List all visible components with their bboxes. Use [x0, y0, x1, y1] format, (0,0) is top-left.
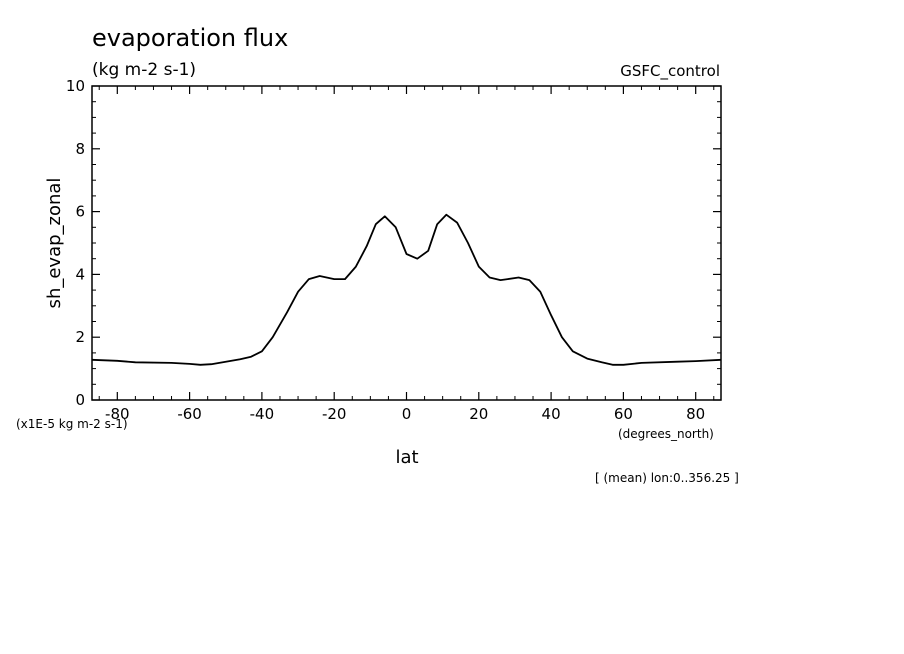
dataset-label: GSFC_control [620, 62, 720, 81]
y-tick-label: 6 [75, 203, 85, 221]
y-tick-label: 8 [75, 140, 85, 158]
chart-units: (kg m-2 s-1) [92, 60, 196, 80]
y-tick-label: 2 [75, 328, 85, 346]
x-tick-label: 20 [469, 405, 488, 423]
x-tick-label: 40 [542, 405, 561, 423]
chart-title: evaporation flux [92, 24, 288, 52]
x-tick-label: -80 [105, 405, 130, 423]
plot-frame [91, 85, 722, 401]
x-tick-label: -20 [322, 405, 347, 423]
y-axis-label: sh_evap_zonal [44, 178, 65, 309]
x-tick-label: -40 [250, 405, 275, 423]
x-tick-label: 0 [402, 405, 412, 423]
y-axis-ticks: 0 2 4 6 8 10 [66, 77, 721, 409]
x-tick-label: 80 [686, 405, 705, 423]
y-axis-units: (x1E-5 kg m-2 s-1) [16, 417, 128, 431]
x-tick-label: -60 [177, 405, 202, 423]
y-tick-label: 10 [66, 77, 85, 95]
y-tick-label: 0 [75, 391, 85, 409]
x-axis-label: lat [395, 447, 418, 468]
series-layer [91, 213, 722, 366]
y-tick-label: 4 [75, 265, 85, 283]
x-axis-units: (degrees_north) [618, 427, 714, 441]
x-axis-ticks: -80 -60 -40 -20 0 20 40 60 80 [98, 86, 715, 423]
x-tick-label: 60 [614, 405, 633, 423]
series-line [91, 213, 722, 366]
footnote: [ (mean) lon:0..356.25 ] [595, 471, 739, 485]
